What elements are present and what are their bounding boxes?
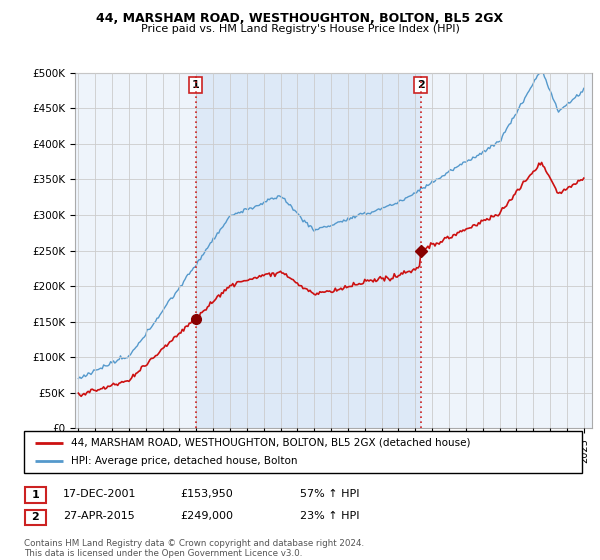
- Text: 23% ↑ HPI: 23% ↑ HPI: [300, 511, 359, 521]
- Text: HPI: Average price, detached house, Bolton: HPI: Average price, detached house, Bolt…: [71, 456, 298, 466]
- Text: 1: 1: [192, 80, 199, 90]
- Text: 44, MARSHAM ROAD, WESTHOUGHTON, BOLTON, BL5 2GX (detached house): 44, MARSHAM ROAD, WESTHOUGHTON, BOLTON, …: [71, 438, 471, 448]
- Text: 1: 1: [32, 490, 39, 500]
- Text: Contains HM Land Registry data © Crown copyright and database right 2024.
This d: Contains HM Land Registry data © Crown c…: [24, 539, 364, 558]
- Bar: [196, 73, 421, 428]
- Text: Price paid vs. HM Land Registry's House Price Index (HPI): Price paid vs. HM Land Registry's House …: [140, 24, 460, 34]
- Text: 2: 2: [417, 80, 425, 90]
- Text: £249,000: £249,000: [180, 511, 233, 521]
- Text: 17-DEC-2001: 17-DEC-2001: [63, 489, 137, 499]
- Text: £153,950: £153,950: [180, 489, 233, 499]
- Text: 44, MARSHAM ROAD, WESTHOUGHTON, BOLTON, BL5 2GX: 44, MARSHAM ROAD, WESTHOUGHTON, BOLTON, …: [97, 12, 503, 25]
- Text: 57% ↑ HPI: 57% ↑ HPI: [300, 489, 359, 499]
- Text: 2: 2: [32, 512, 39, 522]
- Text: 27-APR-2015: 27-APR-2015: [63, 511, 135, 521]
